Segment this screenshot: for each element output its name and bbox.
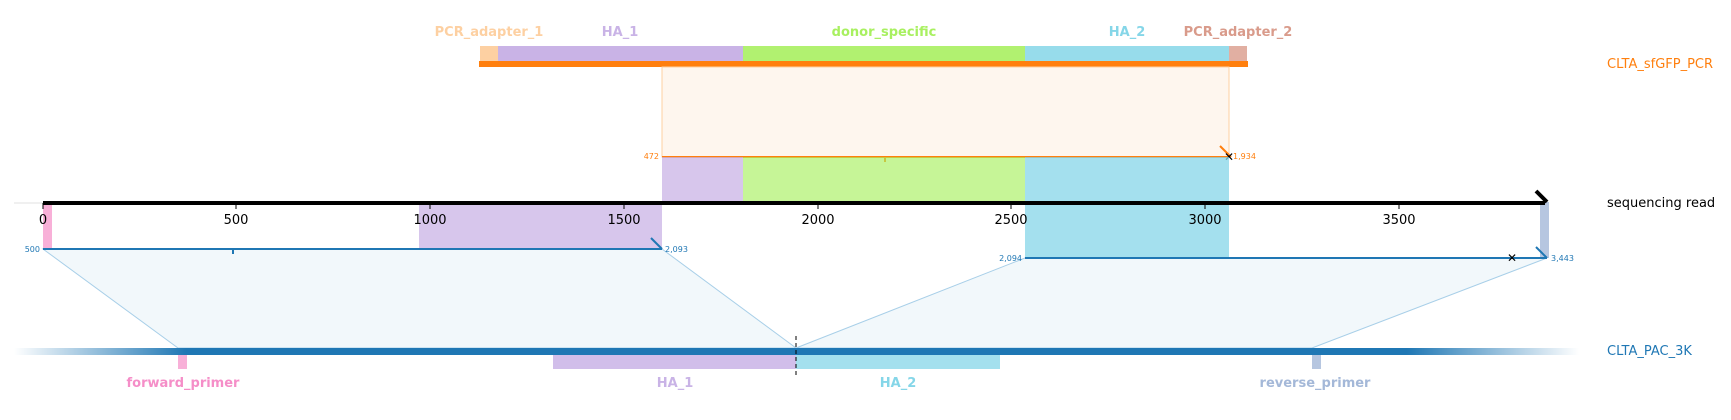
read-tick-label-2000: 2000 — [801, 213, 834, 228]
target-feature-ha-1 — [498, 46, 743, 63]
read-tick-label-3500: 3500 — [1382, 213, 1415, 228]
target-feature-ha-2 — [1025, 46, 1229, 63]
target-projection — [661, 66, 1230, 158]
read-feature-reverse-primer — [1540, 202, 1549, 258]
read-alignment-2-end: 3,443 — [1551, 254, 1574, 263]
read-alignment-2: ✕ 2,094 3,443 — [999, 246, 1574, 265]
target-alignment-end-marker — [1219, 145, 1232, 158]
target-alignment-start: 472 — [644, 152, 659, 161]
read-axis-end-marker — [1534, 189, 1549, 204]
target-track: PCR_adapter_1 HA_1 donor_specific HA_2 P… — [435, 25, 1713, 72]
reference-feature-ha-2 — [796, 355, 1000, 369]
reference-projection-1 — [41, 248, 798, 349]
target-feature-label-ha-2: HA_2 — [1109, 25, 1146, 40]
target-line — [479, 61, 1248, 67]
target-name: CLTA_sfGFP_PCR — [1607, 57, 1713, 72]
read-feature-ha-1 — [419, 205, 662, 249]
read-tick-label-1000: 1000 — [413, 213, 446, 228]
target-feature-label-pcr-adapter-1: PCR_adapter_1 — [435, 25, 544, 40]
read-tick-label-0: 0 — [39, 213, 47, 228]
read-features — [43, 157, 1549, 258]
target-feature-label-pcr-adapter-2: PCR_adapter_2 — [1184, 25, 1293, 40]
reference-projections — [41, 248, 1548, 349]
target-feature-label-ha-1: HA_1 — [602, 25, 639, 40]
reference-feature-reverse-primer — [1312, 355, 1321, 369]
reference-feature-label-ha-1: HA_1 — [657, 376, 694, 391]
read-feature-forward-primer — [43, 202, 52, 249]
read-alignment-2-x-mark: ✕ — [1507, 251, 1517, 265]
target-feature-pcr-adapter-1 — [480, 46, 498, 63]
target-alignment-end: 1,934 — [1233, 152, 1256, 161]
read-alignment-2-end-marker — [1535, 246, 1548, 259]
reference-feature-forward-primer — [178, 355, 187, 369]
read-tick-label-2500: 2500 — [994, 213, 1027, 228]
target-feature-label-donor-specific: donor_specific — [832, 25, 937, 40]
reference-track: forward_primer HA_1 HA_2 reverse_primer … — [14, 336, 1692, 391]
read-feature-donor-specific — [743, 157, 1025, 202]
reference-projection-2 — [795, 257, 1548, 349]
reference-feature-ha-1 — [553, 355, 796, 369]
read-feature-ha-1-upper — [662, 157, 743, 202]
read-tick-label-500: 500 — [224, 213, 249, 228]
read-alignment-2-start: 2,094 — [999, 254, 1022, 263]
target-feature-pcr-adapter-2 — [1229, 46, 1247, 63]
read-tick-label-1500: 1500 — [607, 213, 640, 228]
reference-name: CLTA_PAC_3K — [1607, 344, 1692, 359]
read-tick-label-3000: 3000 — [1188, 213, 1221, 228]
target-feature-donor-specific — [743, 46, 1025, 63]
read-name: sequencing read — [1607, 196, 1715, 211]
read-alignment-1-start: 500 — [25, 245, 40, 254]
read-alignment-1-end-marker — [650, 237, 663, 250]
read-feature-ha-2-upper — [1025, 157, 1229, 202]
reference-feature-label-reverse-primer: reverse_primer — [1260, 376, 1372, 391]
reference-feature-label-ha-2: HA_2 — [880, 376, 917, 391]
read-feature-ha-2 — [1025, 205, 1229, 258]
read-axis: 0 500 1000 1500 2000 2500 3000 3500 sequ… — [14, 189, 1715, 228]
read-alignment-1: 500 2,093 — [25, 237, 688, 254]
read-alignment-1-end: 2,093 — [665, 245, 688, 254]
reference-feature-label-forward-primer: forward_primer — [127, 376, 241, 391]
